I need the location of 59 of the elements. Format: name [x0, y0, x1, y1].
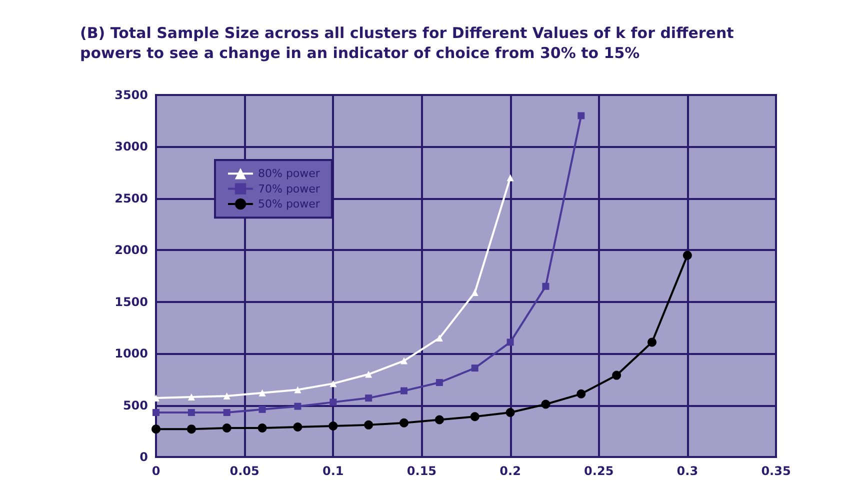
point	[400, 418, 408, 428]
legend-label: 50% power	[258, 198, 320, 210]
point	[293, 422, 302, 432]
point	[294, 402, 302, 410]
point	[188, 409, 195, 416]
y-tick-label: 500	[122, 398, 148, 412]
point	[576, 389, 586, 398]
point	[471, 289, 478, 296]
x-tick-label: 0.1	[322, 464, 344, 478]
point	[506, 174, 514, 182]
point	[400, 357, 408, 364]
x-tick-label: 0.3	[676, 464, 698, 478]
point	[258, 389, 266, 396]
point	[222, 424, 232, 433]
point	[186, 424, 196, 434]
point	[152, 424, 160, 434]
point	[258, 406, 266, 413]
point	[612, 370, 622, 380]
x-tick-label: 0.05	[230, 464, 260, 478]
x-tick-label: 0.35	[761, 464, 791, 478]
point	[434, 415, 444, 424]
point	[436, 379, 443, 386]
legend-label: 80% power	[258, 167, 320, 180]
y-tick-label: 3500	[114, 88, 148, 102]
point	[682, 250, 692, 260]
y-tick-label: 2500	[114, 191, 148, 206]
point	[541, 400, 550, 409]
y-tick-label: 1500	[114, 294, 148, 309]
point	[328, 421, 338, 430]
point	[471, 364, 478, 372]
point	[506, 408, 515, 418]
x-tick-label: 0.15	[406, 464, 437, 478]
point	[223, 392, 230, 400]
point	[436, 334, 443, 342]
point	[365, 394, 372, 402]
point	[648, 338, 656, 347]
point	[506, 338, 514, 346]
point	[470, 412, 480, 422]
point	[330, 380, 337, 388]
point	[364, 420, 374, 430]
x-tick-label: 0.2	[500, 464, 521, 478]
point	[223, 409, 230, 416]
point	[258, 424, 267, 433]
point	[330, 398, 337, 406]
point	[542, 282, 550, 290]
y-tick-label: 1000	[114, 346, 148, 361]
y-tick-label: 3000	[114, 140, 148, 154]
point	[578, 112, 585, 120]
y-tick-label: 2000	[114, 243, 148, 258]
point	[400, 387, 408, 394]
chart-title: (B) Total Sample Size across all clusters for Different Values of k for different powers to see a change in an indicator of choice from 30% to 15%	[80, 24, 740, 62]
point	[365, 370, 372, 378]
x-tick-label: 0.25	[584, 464, 614, 478]
point	[188, 394, 195, 401]
point	[294, 386, 302, 394]
y-tick-label: 0	[140, 450, 148, 464]
point	[152, 409, 160, 416]
x-tick-label: 0	[152, 464, 160, 478]
legend-label: 70% power	[258, 182, 320, 196]
